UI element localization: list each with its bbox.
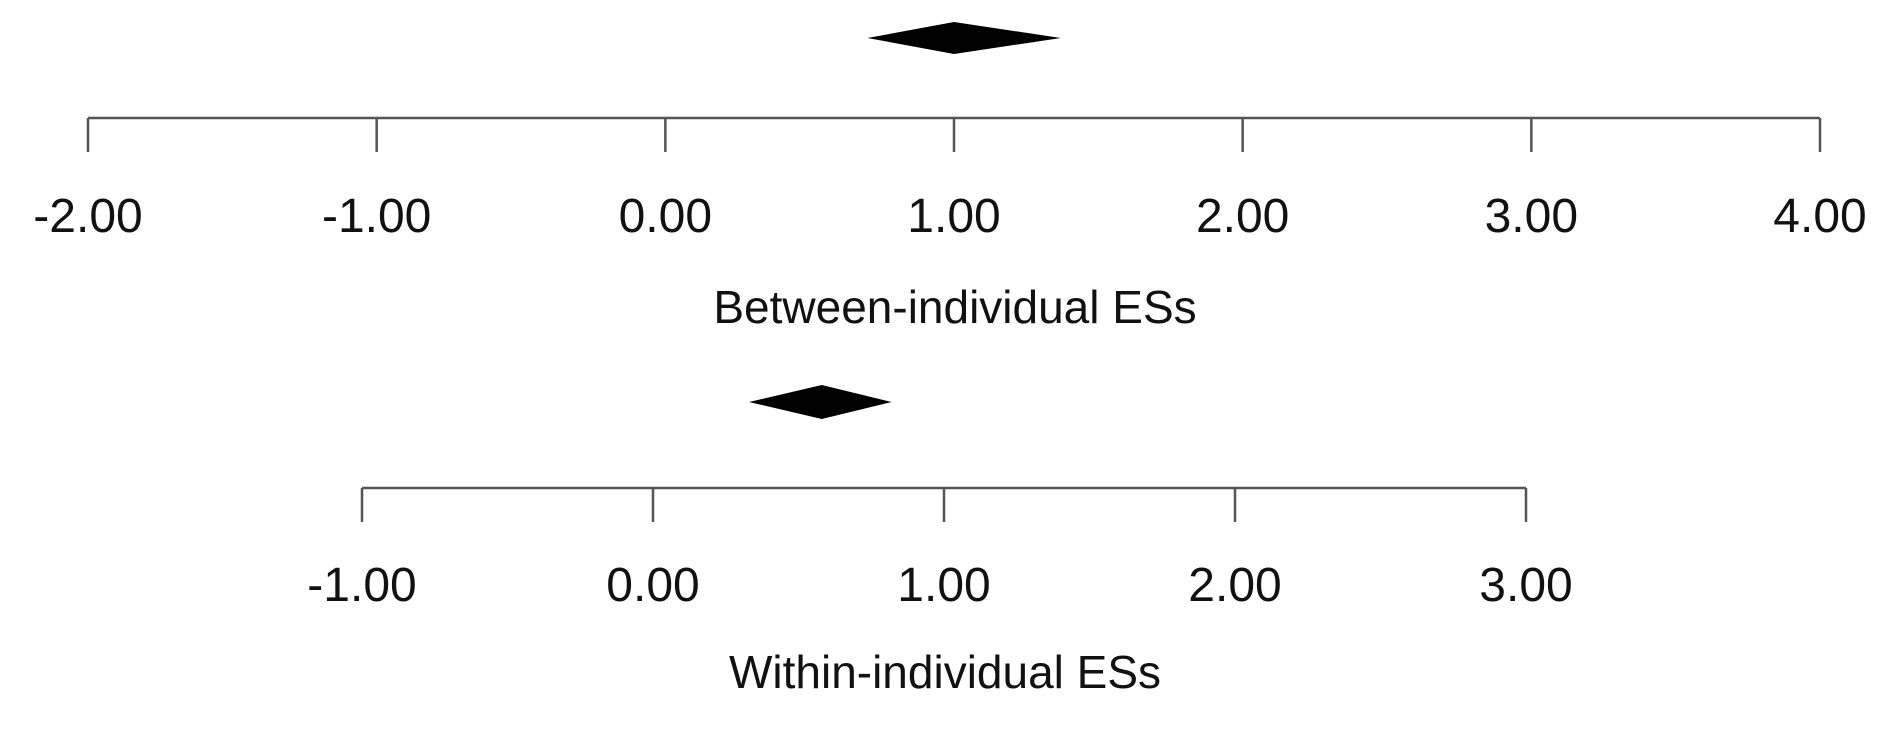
between-tick-labels: -2.00 -1.00 0.00 1.00 2.00 3.00 4.00 (33, 190, 1866, 243)
between-tick-label: 3.00 (1485, 190, 1578, 243)
within-summary-diamond (749, 385, 892, 419)
between-tick-label: 2.00 (1196, 190, 1289, 243)
between-tick-label: 4.00 (1773, 190, 1866, 243)
within-tick-label: 0.00 (606, 559, 699, 612)
within-individual-panel: -1.00 0.00 1.00 2.00 3.00 Within-individual … (307, 385, 1573, 698)
between-ticks (86, 118, 1822, 152)
within-tick-labels: -1.00 0.00 1.00 2.00 3.00 (307, 559, 1572, 612)
between-tick-label: 0.00 (619, 190, 712, 243)
within-tick-label: 2.00 (1188, 559, 1281, 612)
between-x-axis: -2.00 -1.00 0.00 1.00 2.00 3.00 4.00 (33, 116, 1867, 243)
within-tick-label: 1.00 (897, 559, 990, 612)
within-x-axis: -1.00 0.00 1.00 2.00 3.00 (307, 486, 1573, 612)
between-summary-diamond (867, 22, 1061, 54)
within-axis-title: Within-individual ESs (729, 646, 1161, 698)
between-individual-panel: -2.00 -1.00 0.00 1.00 2.00 3.00 4.00 Between-i… (33, 22, 1867, 333)
between-tick-label: 1.00 (907, 190, 1000, 243)
between-axis-title: Between-individual ESs (713, 281, 1196, 333)
within-ticks (360, 488, 1528, 522)
between-tick-label: -2.00 (33, 190, 142, 243)
within-tick-label: -1.00 (307, 559, 416, 612)
between-tick-label: -1.00 (322, 190, 431, 243)
within-tick-label: 3.00 (1479, 559, 1572, 612)
